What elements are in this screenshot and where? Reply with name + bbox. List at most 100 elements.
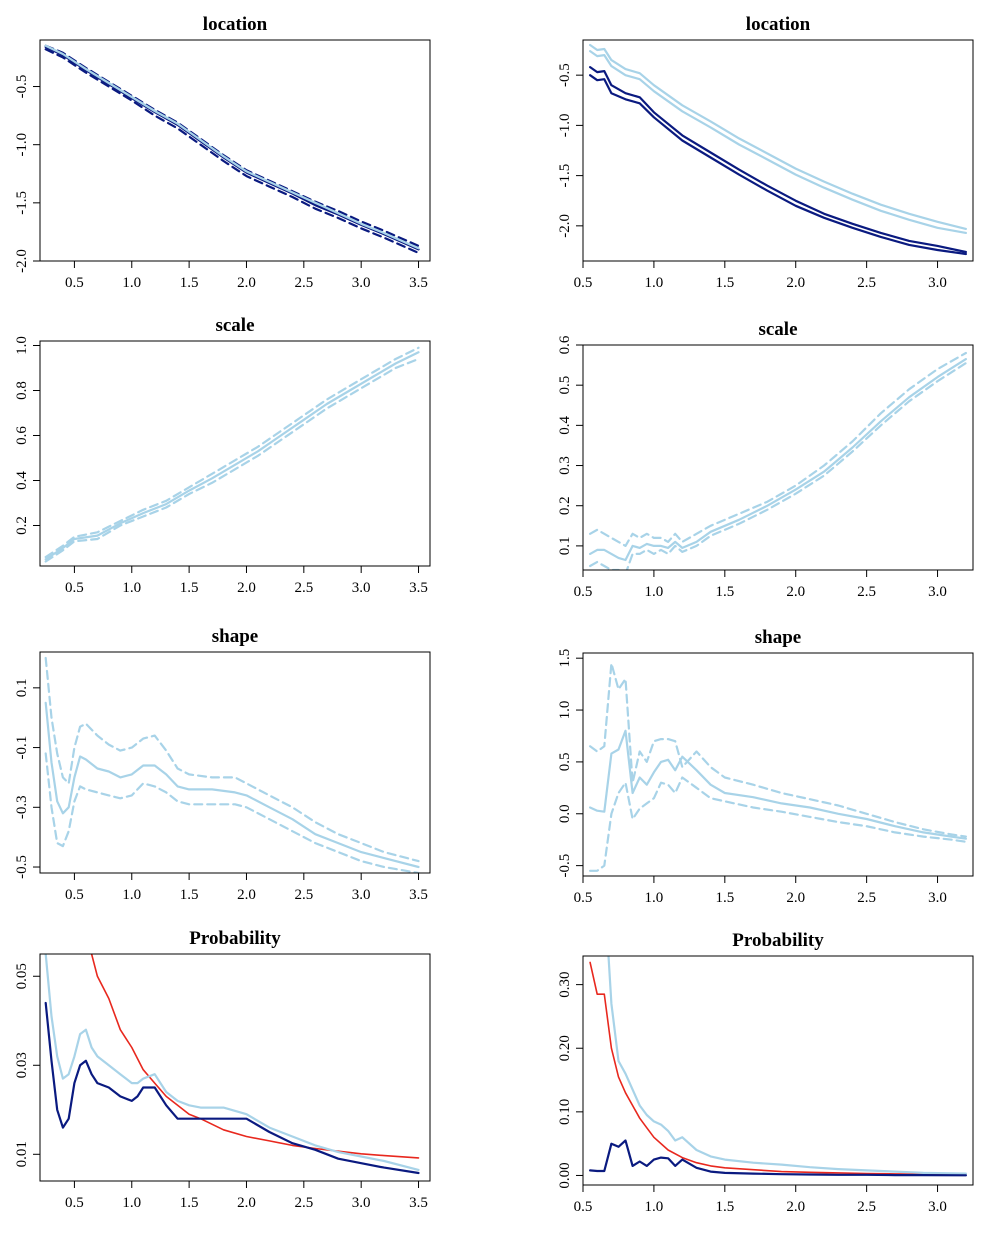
chart-svg-2: scale 0.5 1.0 1.5 2.0 2.5 3.0 3.5 0.2 0.4 0.6 0.8 1.… xyxy=(14,315,431,596)
plot-frame xyxy=(39,340,431,567)
chart-svg-3: scale 0.5 1.0 1.5 2.0 2.5 3.0 0.1 0.2 0.3 0.4 0.5 0.… xyxy=(557,319,974,600)
y-tick-label: 0.4 xyxy=(14,471,30,490)
x-tick-label: 2.5 xyxy=(294,887,313,903)
y-tick-label: 0.10 xyxy=(557,1099,573,1125)
y-tick-label: -0.3 xyxy=(14,795,30,819)
x-tick-label: 0.5 xyxy=(574,1199,593,1215)
x-tick-label: 1.0 xyxy=(122,1195,141,1211)
x-tick-label: 1.5 xyxy=(180,275,199,291)
x-tick-label: 2.0 xyxy=(786,584,805,600)
x-tick-label: 0.5 xyxy=(574,584,593,600)
x-tick-label: 2.0 xyxy=(237,275,256,291)
x-tick-label: 2.0 xyxy=(786,275,805,291)
y-tick-label: 0.6 xyxy=(557,335,573,354)
series-line-lower xyxy=(588,361,967,570)
x-tick-label: 1.0 xyxy=(645,275,664,291)
series-line-mid xyxy=(44,701,420,869)
chart-title: shape xyxy=(755,627,801,648)
chart-panel-6: Probability 0.5 1.0 1.5 2.0 2.5 3.0 3.5 0.01 0.03… xyxy=(0,926,450,1221)
series-line-dark xyxy=(44,1001,420,1175)
x-tick-label: 2.5 xyxy=(857,584,876,600)
series-line-upper xyxy=(44,656,420,863)
x-tick-label: 1.0 xyxy=(645,890,664,906)
y-tick-label: -0.5 xyxy=(557,854,573,878)
y-tick-label: 0.3 xyxy=(557,456,573,475)
x-tick-label: 0.5 xyxy=(574,890,593,906)
chart-panel-1: location 0.5 1.0 1.5 2.0 2.5 3.0 -2.0 -1.5 -1.0 -0… xyxy=(543,12,993,301)
x-tick-label: 2.5 xyxy=(294,580,313,596)
y-tick-label: 0.5 xyxy=(557,753,573,772)
x-tick-label: 1.0 xyxy=(645,584,664,600)
chart-svg-4: shape 0.5 1.0 1.5 2.0 2.5 3.0 3.5 -0.5 -0.3 -0.1 0.… xyxy=(14,626,431,903)
chart-svg-1: location 0.5 1.0 1.5 2.0 2.5 3.0 -2.0 -1.5 -1.0 -0… xyxy=(557,14,974,291)
x-tick-label: 1.5 xyxy=(715,275,734,291)
chart-title: Probability xyxy=(732,930,824,951)
chart-title: location xyxy=(746,14,811,35)
x-tick-label: 1.5 xyxy=(715,890,734,906)
x-tick-label: 2.0 xyxy=(237,580,256,596)
x-tick-label: 3.0 xyxy=(352,275,371,291)
chart-panel-5: shape 0.5 1.0 1.5 2.0 2.5 3.0 -0.5 0.0 0.5 1.0 1.5 xyxy=(543,625,993,916)
chart-title: shape xyxy=(212,626,258,647)
x-tick-label: 1.0 xyxy=(122,580,141,596)
y-tick-label: -1.0 xyxy=(14,133,30,157)
y-tick-label: 0.03 xyxy=(14,1052,30,1078)
y-tick-label: 0.1 xyxy=(14,678,30,697)
series-line-dark-upper xyxy=(588,65,967,254)
x-tick-label: 3.0 xyxy=(352,887,371,903)
x-tick-label: 1.0 xyxy=(645,1199,664,1215)
y-tick-label: -1.0 xyxy=(557,114,573,138)
x-tick-label: 1.5 xyxy=(180,887,199,903)
series-line-upper xyxy=(588,351,967,547)
chart-panel-0: location 0.5 1.0 1.5 2.0 2.5 3.0 3.5 -2.0 -1.5 -1.… xyxy=(0,12,450,301)
y-tick-label: -0.1 xyxy=(14,736,30,760)
x-tick-label: 2.0 xyxy=(786,890,805,906)
x-tick-label: 3.5 xyxy=(409,887,428,903)
chart-panel-2: scale 0.5 1.0 1.5 2.0 2.5 3.0 3.5 0.2 0.4 0.6 0.8 1.… xyxy=(0,313,450,606)
y-tick-label: 0.2 xyxy=(14,516,30,535)
chart-panel-4: shape 0.5 1.0 1.5 2.0 2.5 3.0 3.5 -0.5 -0.3 -0.1 0.… xyxy=(0,624,450,913)
chart-svg-5: shape 0.5 1.0 1.5 2.0 2.5 3.0 -0.5 0.0 0.5 1.0 1.5 xyxy=(557,627,974,906)
y-tick-label: -0.5 xyxy=(557,63,573,87)
x-tick-label: 0.5 xyxy=(65,580,84,596)
chart-title: Probability xyxy=(189,928,281,949)
series-line-mid xyxy=(588,357,967,562)
plot-frame xyxy=(582,955,974,1186)
series-line-mid xyxy=(44,351,420,561)
y-tick-label: 1.0 xyxy=(14,336,30,355)
series-line-lower xyxy=(588,776,967,872)
x-tick-label: 0.5 xyxy=(65,1195,84,1211)
x-tick-label: 3.0 xyxy=(928,1199,947,1215)
series-line-light xyxy=(44,44,420,250)
y-tick-label: 0.2 xyxy=(557,496,573,515)
x-tick-label: 2.5 xyxy=(857,1199,876,1215)
y-tick-label: -0.5 xyxy=(14,75,30,99)
chart-svg-6: Probability 0.5 1.0 1.5 2.0 2.5 3.0 3.5 0.01 0.03… xyxy=(14,928,431,1211)
x-tick-label: 2.5 xyxy=(294,275,313,291)
x-tick-label: 1.0 xyxy=(122,275,141,291)
chart-panel-7: Probability 0.5 1.0 1.5 2.0 2.5 3.0 0.00 0.10 0.2… xyxy=(543,928,993,1225)
chart-title: location xyxy=(203,14,268,35)
x-tick-label: 2.0 xyxy=(237,887,256,903)
y-tick-label: 0.1 xyxy=(557,537,573,556)
chart-panel-3: scale 0.5 1.0 1.5 2.0 2.5 3.0 0.1 0.2 0.3 0.4 0.5 0.… xyxy=(543,317,993,610)
y-tick-label: 0.8 xyxy=(14,381,30,400)
x-tick-label: 3.0 xyxy=(352,1195,371,1211)
series-line-lower xyxy=(44,752,420,873)
y-tick-label: 0.01 xyxy=(14,1141,30,1167)
y-tick-label: 0.05 xyxy=(14,963,30,989)
y-tick-label: -0.5 xyxy=(14,855,30,879)
series-line-upper xyxy=(44,346,420,559)
x-tick-label: 3.0 xyxy=(352,580,371,596)
x-tick-label: 1.5 xyxy=(715,1199,734,1215)
y-tick-label: -1.5 xyxy=(557,164,573,188)
chart-svg-0: location 0.5 1.0 1.5 2.0 2.5 3.0 3.5 -2.0 -1.5 -1.… xyxy=(14,14,431,291)
x-tick-label: 3.5 xyxy=(409,580,428,596)
y-tick-label: 0.00 xyxy=(557,1162,573,1188)
x-tick-label: 3.5 xyxy=(409,275,428,291)
x-tick-label: 0.5 xyxy=(574,275,593,291)
series-line-mid xyxy=(588,729,967,840)
y-tick-label: 0.0 xyxy=(557,804,573,823)
y-tick-label: 0.30 xyxy=(557,972,573,998)
plot-frame xyxy=(39,651,431,874)
